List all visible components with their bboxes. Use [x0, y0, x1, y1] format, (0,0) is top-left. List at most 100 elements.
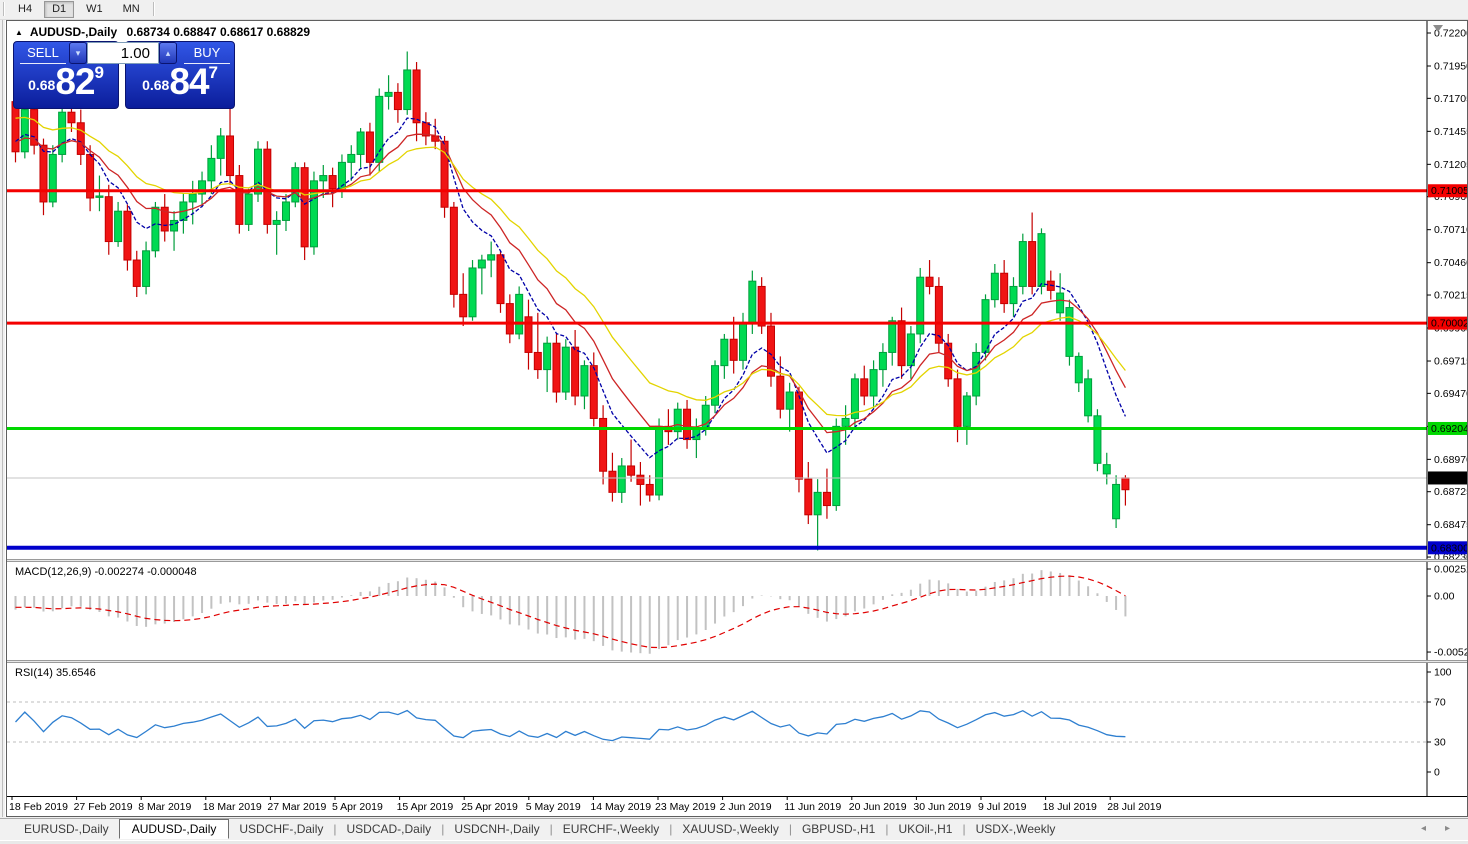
timeframe-w1-button[interactable]: W1: [78, 1, 111, 18]
candle-body: [505, 303, 514, 335]
candle-body: [711, 365, 720, 406]
candle-body: [235, 175, 244, 225]
tab-usdcad-daily[interactable]: USDCAD-,Daily: [346, 822, 432, 836]
buy-price-prefix: 0.68: [142, 77, 170, 93]
candle-body: [459, 293, 468, 318]
tab-eurusd-daily[interactable]: EURUSD-,Daily: [24, 822, 109, 836]
candle-body: [114, 210, 123, 243]
tab-ukoil-h1[interactable]: UKOil-,H1: [898, 822, 953, 836]
chart-shift-icon[interactable]: [1433, 25, 1443, 32]
panel-splitter[interactable]: [7, 660, 1467, 663]
candle-body: [543, 342, 552, 371]
tab-separator: |: [669, 822, 673, 836]
candle-body: [608, 470, 617, 493]
chart-title: ▲ AUDUSD-,Daily 0.68734 0.68847 0.68617 …: [15, 25, 310, 39]
candle-body: [254, 148, 263, 195]
candle-body: [739, 322, 748, 361]
candle-body: [776, 375, 785, 410]
date-tick-label: 30 Jun 2019: [913, 801, 971, 813]
price-chart-canvas[interactable]: 0.722000.719500.717050.714550.712050.709…: [7, 21, 1467, 559]
candle-body: [1018, 241, 1027, 287]
toolbar-separator: [152, 2, 155, 16]
price-chart-panel[interactable]: 0.722000.719500.717050.714550.712050.709…: [7, 21, 1467, 559]
candle-body: [860, 378, 869, 397]
candle-body: [403, 69, 412, 111]
candle-body: [841, 417, 850, 427]
candle-body: [972, 351, 981, 397]
price-tick-label: 0.68475: [1434, 519, 1467, 531]
tab-separator: |: [333, 822, 337, 836]
candle-body: [888, 320, 897, 353]
date-tick-label: 15 Apr 2019: [397, 801, 454, 813]
volume-increase-button[interactable]: ▴: [159, 42, 177, 64]
volume-input[interactable]: [87, 42, 159, 64]
candles-group: [11, 51, 1130, 551]
rsi-panel[interactable]: 100 70 30 0 RSI(14) 35.6546: [7, 663, 1467, 796]
candle-body: [729, 338, 738, 361]
panel-splitter[interactable]: [7, 559, 1467, 562]
candle-body: [281, 201, 290, 221]
candle-body: [30, 109, 39, 146]
panel-collapse-icon[interactable]: ▲: [15, 28, 23, 37]
macd-canvas: 0.002522 0.00 -0.005234: [14, 562, 1467, 660]
candle-body: [198, 180, 207, 195]
candle-body: [48, 153, 57, 203]
candle-body: [291, 167, 300, 203]
sell-button[interactable]: SELL 0.68829: [13, 41, 119, 109]
candle-body: [356, 131, 365, 155]
candle-body: [990, 272, 999, 301]
candle-body: [123, 210, 132, 261]
date-tick-label: 18 Jul 2019: [1043, 801, 1097, 813]
candle-body: [813, 491, 822, 516]
candle-body: [571, 346, 580, 397]
date-tick-label: 20 Jun 2019: [849, 801, 907, 813]
candle-body: [925, 276, 934, 287]
timeframe-h4-button[interactable]: H4: [10, 1, 40, 18]
candle-body: [347, 153, 356, 163]
status-strip: [0, 840, 1468, 844]
candle-body: [832, 425, 841, 507]
level-price-badge: [1428, 316, 1467, 330]
tab-audusd-daily[interactable]: AUDUSD-,Daily: [118, 819, 230, 839]
date-tick-label: 14 May 2019: [590, 801, 651, 813]
candle-body: [132, 259, 141, 287]
level-price-badge: [1428, 541, 1467, 555]
timeframe-mn-button[interactable]: MN: [115, 1, 148, 18]
tab-xauusd-weekly[interactable]: XAUUSD-,Weekly: [682, 822, 779, 836]
macd-panel[interactable]: 0.002522 0.00 -0.005234 MACD(12,26,9) -0.0…: [7, 562, 1467, 660]
date-tick-label: 2 Jun 2019: [720, 801, 772, 813]
candle-body: [1074, 355, 1083, 384]
candle-body: [944, 342, 953, 380]
candle-body: [561, 346, 570, 393]
candle-body: [580, 365, 589, 397]
candle-body: [645, 483, 654, 496]
price-tick-label: 0.68725: [1434, 486, 1467, 498]
candle-body: [188, 193, 197, 203]
chart-tabs-bar: EURUSD-,Daily AUDUSD-,Daily USDCHF-,Daily |…: [0, 818, 1468, 841]
tabs-scroll-left-icon[interactable]: ◂: [1420, 823, 1426, 834]
volume-decrease-button[interactable]: ▾: [69, 42, 87, 64]
candle-body: [766, 325, 775, 377]
price-tick-label: 0.71705: [1434, 93, 1467, 105]
tab-usdx-weekly[interactable]: USDX-,Weekly: [975, 822, 1056, 836]
tab-usdcnh-daily[interactable]: USDCNH-,Daily: [454, 822, 540, 836]
date-axis[interactable]: 18 Feb 2019 27 Feb 2019 8 Mar 2019 18 Mar 2…: [7, 796, 1467, 816]
candle-body: [142, 250, 151, 287]
rsi-tick-label: 100: [1434, 667, 1452, 679]
candle-body: [850, 378, 859, 419]
macd-tick-label: 0.002522: [1434, 563, 1467, 575]
sell-price-sup: 9: [94, 63, 104, 82]
tab-eurchf-weekly[interactable]: EURCHF-,Weekly: [562, 822, 660, 836]
tab-usdchf-daily[interactable]: USDCHF-,Daily: [239, 822, 324, 836]
candle-body: [1065, 307, 1074, 357]
timeframe-d1-button[interactable]: D1: [44, 1, 75, 18]
candle-body: [1037, 233, 1046, 287]
candle-body: [1093, 415, 1102, 464]
sell-label: SELL: [20, 45, 66, 64]
candle-body: [916, 276, 925, 335]
candle-body: [589, 365, 598, 419]
candle-body: [477, 259, 486, 269]
tabs-scroll-right-icon[interactable]: ▸: [1444, 823, 1450, 834]
tab-gbpusd-h1[interactable]: GBPUSD-,H1: [801, 822, 876, 836]
